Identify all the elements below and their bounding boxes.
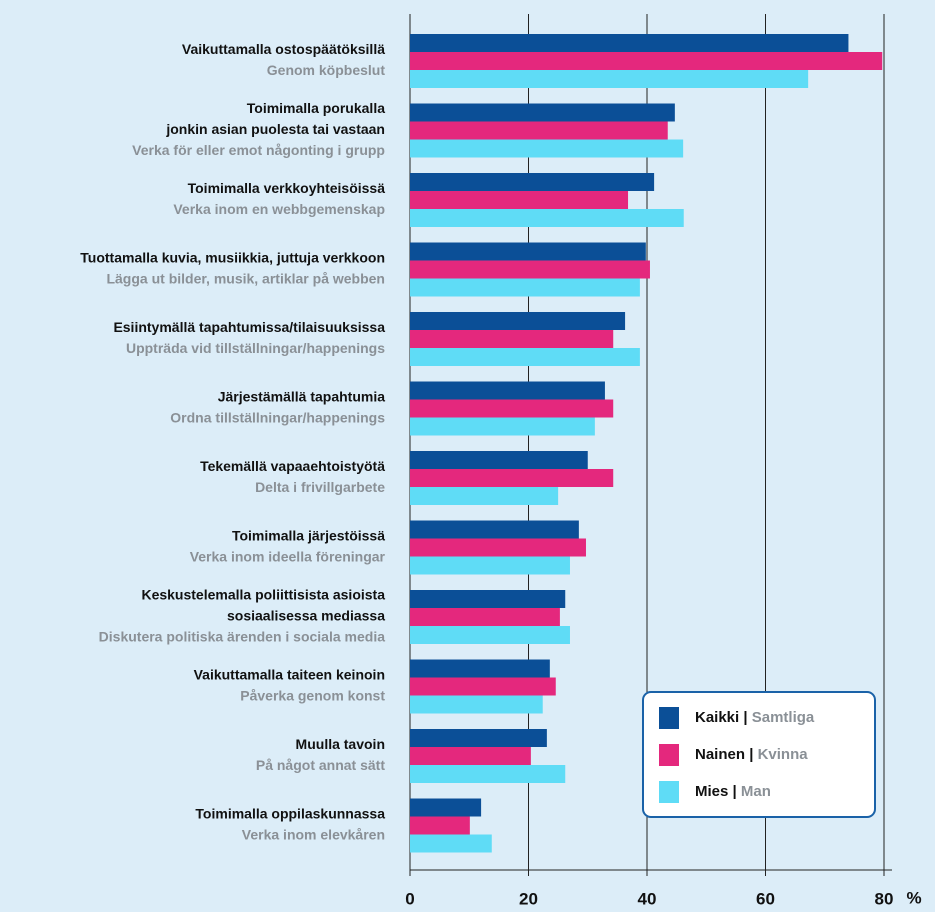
- category-label: Delta i frivillgarbete: [255, 479, 385, 495]
- bar: [410, 399, 614, 418]
- bar: [410, 695, 543, 714]
- category-label: Tekemällä vapaaehtoistyötä: [200, 458, 385, 474]
- bar: [410, 34, 849, 52]
- category-label: sosiaalisessa mediassa: [227, 608, 385, 624]
- legend-text: |: [743, 709, 747, 726]
- bar: [410, 556, 570, 575]
- bar: [410, 348, 640, 366]
- legend-text: Kvinna: [758, 746, 809, 763]
- legend-label: Kaikki | Samtliga: [695, 709, 815, 726]
- category-label: Genom köpbeslut: [267, 62, 386, 78]
- category-label: Lägga ut bilder, musik, artiklar på webb…: [106, 271, 385, 287]
- category-label: Vaikuttamalla taiteen keinoin: [194, 667, 385, 683]
- bar: [410, 173, 655, 191]
- category-label: Verka inom en webbgemenskap: [173, 201, 385, 217]
- category-label: Järjestämällä tapahtumia: [218, 389, 386, 405]
- bar: [410, 121, 668, 140]
- bar: [410, 747, 531, 765]
- category-label: Esiintymällä tapahtumissa/tilaisuuksissa: [113, 319, 385, 335]
- bar: [410, 451, 588, 469]
- category-label: På något annat sätt: [256, 757, 385, 773]
- bar: [410, 538, 586, 557]
- bar: [410, 626, 570, 644]
- bar: [410, 677, 556, 696]
- bar: [410, 765, 566, 783]
- legend-label: Mies | Man: [695, 783, 771, 800]
- category-label: Vaikuttamalla ostospäätöksillä: [182, 41, 385, 57]
- bar: [410, 417, 595, 436]
- legend-swatch: [659, 744, 679, 766]
- category-label: Keskustelemalla poliittisista asioista: [141, 587, 385, 603]
- bar: [410, 70, 809, 88]
- bar: [410, 834, 492, 853]
- category-label: Toimimalla verkkoyhteisöissä: [188, 180, 386, 196]
- legend-swatch: [659, 781, 679, 803]
- bar: [410, 659, 550, 678]
- legend-box: [642, 691, 876, 818]
- category-label: Muulla tavoin: [296, 736, 385, 752]
- bar: [410, 520, 579, 539]
- bar: [410, 381, 605, 400]
- category-label: Uppträda vid tillställningar/happenings: [126, 340, 385, 356]
- legend-label: Nainen | Kvinna: [695, 746, 808, 763]
- bar: [410, 52, 883, 70]
- legend-text: Samtliga: [752, 709, 815, 726]
- bar: [410, 260, 650, 279]
- bar: [410, 103, 675, 122]
- legend-text: Mies: [695, 783, 728, 800]
- legend-text: |: [733, 783, 737, 800]
- category-label: Toimimalla järjestöissä: [232, 528, 385, 544]
- x-tick-label: 80: [875, 889, 894, 908]
- bar: [410, 729, 547, 747]
- category-label: Verka inom ideella föreningar: [190, 549, 386, 565]
- legend-swatch: [659, 707, 679, 729]
- category-label: Diskutera politiska ärenden i sociala me…: [99, 629, 386, 645]
- category-label: Toimimalla porukalla: [247, 100, 385, 116]
- x-tick-label: 40: [638, 889, 657, 908]
- x-tick-label: 0: [405, 889, 414, 908]
- bar: [410, 330, 614, 348]
- bar: [410, 209, 684, 227]
- bar: [410, 590, 566, 608]
- bar: [410, 798, 482, 817]
- bar: [410, 816, 470, 835]
- category-label: Verka inom elevkåren: [242, 827, 385, 843]
- bar: [410, 487, 559, 505]
- bar: [410, 469, 614, 487]
- bar: [410, 242, 646, 261]
- legend-text: Nainen: [695, 746, 745, 763]
- category-label: Påverka genom konst: [240, 688, 385, 704]
- category-label: Ordna tillställningar/happenings: [170, 410, 385, 426]
- legend-text: |: [749, 746, 753, 763]
- x-tick-label: 20: [519, 889, 538, 908]
- bar: [410, 312, 626, 330]
- legend-text: Man: [741, 783, 771, 800]
- category-label: Toimimalla oppilaskunnassa: [195, 806, 385, 822]
- category-label: jonkin asian puolesta tai vastaan: [165, 121, 385, 137]
- legend-text: Kaikki: [695, 709, 739, 726]
- bar: [410, 608, 560, 626]
- category-label: Tuottamalla kuvia, musiikkia, juttuja ve…: [80, 250, 385, 266]
- bar: [410, 191, 629, 209]
- category-label: Verka för eller emot någonting i grupp: [132, 142, 385, 158]
- x-tick-label: 60: [756, 889, 775, 908]
- bar: [410, 278, 640, 297]
- x-unit: %: [906, 888, 921, 907]
- bar: [410, 139, 684, 158]
